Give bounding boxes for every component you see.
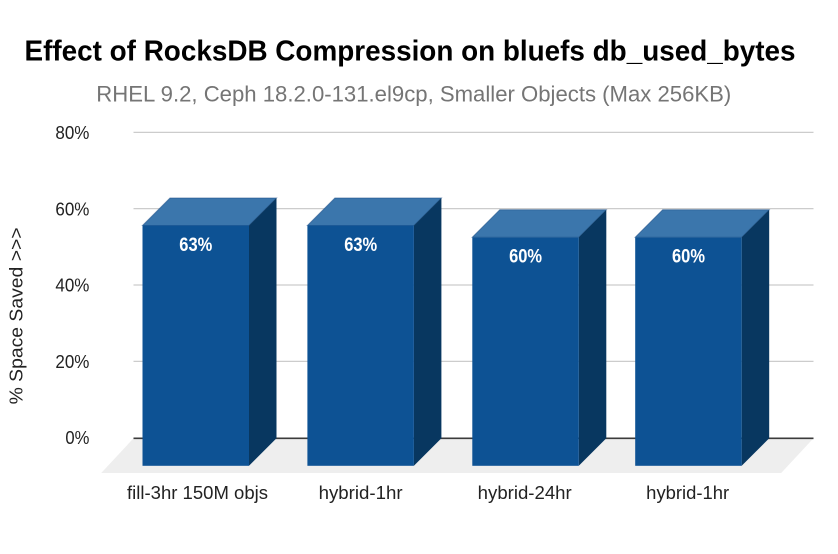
svg-text:hybrid-1hr: hybrid-1hr — [319, 483, 403, 503]
svg-text:60%: 60% — [509, 247, 542, 268]
svg-text:0%: 0% — [65, 428, 89, 448]
svg-text:hybrid-1hr: hybrid-1hr — [646, 483, 729, 503]
svg-text:63%: 63% — [344, 235, 377, 256]
svg-text:hybrid-24hr: hybrid-24hr — [478, 483, 572, 503]
svg-text:fill-3hr 150M objs: fill-3hr 150M objs — [127, 483, 268, 503]
svg-text:% Space Saved >>>: % Space Saved >>> — [7, 227, 27, 404]
svg-text:60%: 60% — [55, 199, 89, 219]
svg-text:Effect of RocksDB Compression: Effect of RocksDB Compression on bluefs … — [25, 35, 796, 67]
svg-text:RHEL 9.2, Ceph 18.2.0-131.el9c: RHEL 9.2, Ceph 18.2.0-131.el9cp, Smaller… — [96, 81, 731, 106]
svg-text:63%: 63% — [179, 235, 212, 256]
svg-text:20%: 20% — [55, 352, 89, 372]
svg-text:60%: 60% — [672, 247, 705, 268]
svg-text:80%: 80% — [55, 123, 89, 143]
svg-text:40%: 40% — [55, 276, 89, 296]
